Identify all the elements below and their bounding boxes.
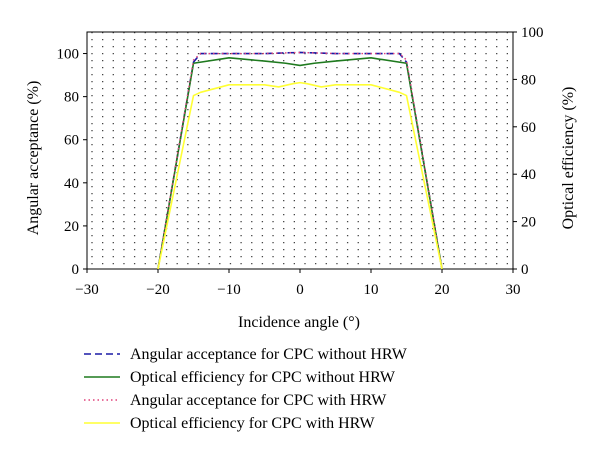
- series-group: [157, 51, 443, 270]
- y-right-tick-label: 40: [521, 167, 536, 183]
- legend-label: Angular acceptance for CPC with HRW: [130, 392, 387, 409]
- series-line-2: [157, 57, 443, 270]
- x-tick-label: 10: [364, 282, 379, 298]
- y-right-tick-label: 60: [521, 120, 536, 136]
- legend-label: Optical efficiency for CPC with HRW: [130, 415, 375, 432]
- y-right-axis-title: Optical efficiency (%): [560, 87, 577, 230]
- plot-border: [86, 31, 514, 270]
- x-axis-title: Incidence angle (°): [238, 314, 360, 331]
- y-left-tick-label: 100: [57, 47, 80, 63]
- x-tick-label: 0: [296, 282, 304, 298]
- plot-frame: [83, 31, 517, 273]
- y-right-tick-label: 100: [521, 25, 544, 41]
- legend-label: Optical efficiency for CPC without HRW: [130, 369, 396, 386]
- legend-label: Angular acceptance for CPC without HRW: [130, 346, 408, 363]
- series-line-3: [157, 51, 443, 270]
- x-tick-label: −10: [217, 282, 240, 298]
- grid: [91, 32, 509, 269]
- legend: Angular acceptance for CPC without HRW Op…: [84, 346, 408, 432]
- y-left-tick-label: 40: [64, 176, 79, 192]
- series-line-1: [157, 51, 443, 270]
- y-right-tick-label: 20: [521, 215, 536, 231]
- x-tick-label: 30: [506, 282, 521, 298]
- x-tick-label: 20: [435, 282, 450, 298]
- x-tick-label: −30: [75, 282, 98, 298]
- y-right-tick-label: 80: [521, 72, 536, 88]
- x-tick-labels: −30 −20 −10 0 10 20 30: [75, 282, 520, 298]
- y-left-tick-label: 20: [64, 219, 79, 235]
- x-tick-label: −20: [146, 282, 169, 298]
- series-line-4: [157, 81, 443, 270]
- y-left-tick-label: 60: [64, 133, 79, 149]
- y-right-tick-label: 0: [521, 262, 529, 278]
- y-left-axis-title: Angular acceptance (%): [25, 81, 42, 236]
- y-right-tick-labels: 0 20 40 60 80 100: [521, 25, 544, 278]
- y-left-tick-labels: 0 20 40 60 80 100: [57, 47, 80, 278]
- y-left-tick-label: 80: [64, 90, 79, 106]
- y-left-tick-label: 0: [72, 262, 80, 278]
